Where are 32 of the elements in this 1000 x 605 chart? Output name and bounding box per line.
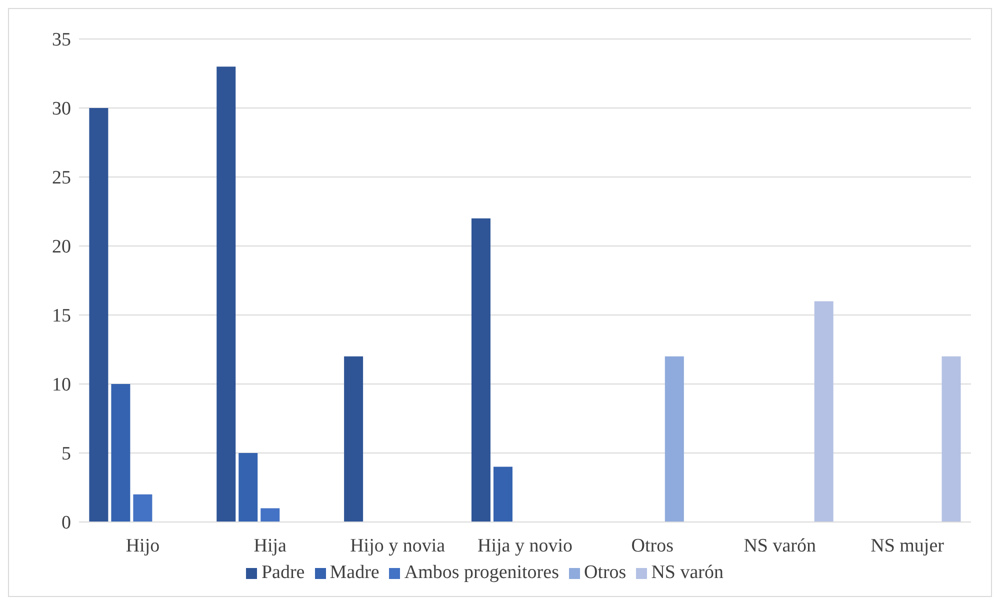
legend-label: NS varón bbox=[651, 562, 724, 583]
y-tick-label: 30 bbox=[52, 98, 71, 120]
legend-label: Ambos progenitores bbox=[404, 562, 559, 583]
x-tick-label: Hija bbox=[254, 535, 288, 556]
bar bbox=[133, 494, 152, 522]
legend-label: Padre bbox=[261, 562, 305, 583]
bar bbox=[942, 356, 961, 522]
y-tick-label: 5 bbox=[62, 444, 71, 465]
bar bbox=[260, 508, 280, 522]
y-tick-label: 20 bbox=[52, 236, 71, 258]
y-tick-label: 15 bbox=[52, 306, 71, 327]
y-tick-label: 10 bbox=[52, 374, 71, 396]
bar bbox=[493, 466, 512, 522]
x-tick-label: Otros bbox=[631, 535, 674, 556]
bar bbox=[111, 384, 130, 522]
y-tick-label: 35 bbox=[52, 30, 71, 51]
bar bbox=[664, 356, 684, 522]
y-tick-label: 0 bbox=[62, 512, 71, 534]
bar bbox=[89, 108, 108, 522]
y-tick-label: 25 bbox=[52, 168, 71, 189]
bar bbox=[814, 301, 834, 522]
x-tick-label: NS mujer bbox=[870, 535, 945, 556]
x-tick-label: NS varón bbox=[744, 535, 816, 556]
x-tick-label: Hijo bbox=[126, 535, 160, 556]
legend-label: Madre bbox=[330, 562, 380, 583]
bar bbox=[471, 218, 490, 522]
legend-label: Otros bbox=[584, 562, 626, 583]
bar bbox=[216, 66, 236, 522]
bar bbox=[238, 453, 258, 522]
x-tick-label: Hijo y novia bbox=[350, 535, 446, 556]
x-tick-label: Hija y novio bbox=[478, 535, 572, 556]
bar bbox=[344, 356, 364, 522]
